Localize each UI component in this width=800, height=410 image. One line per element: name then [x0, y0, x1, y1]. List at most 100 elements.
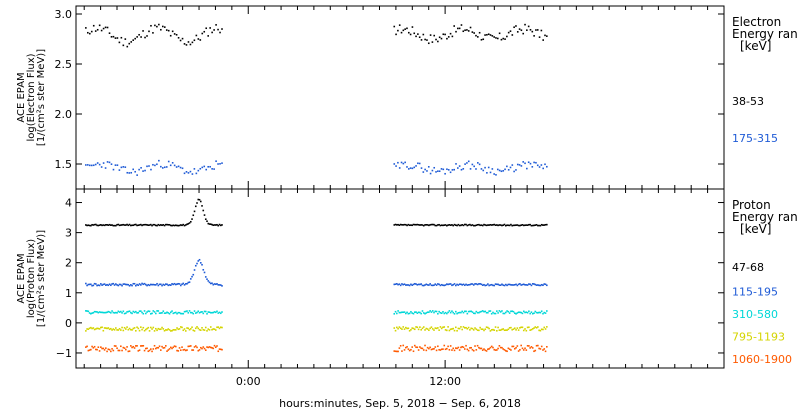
electron-data-point [406, 166, 408, 168]
proton-data-point [422, 284, 425, 287]
electron-data-point [211, 31, 213, 34]
proton-data-point [419, 346, 421, 348]
proton-data-point [506, 284, 508, 287]
proton-data-point [142, 283, 145, 286]
proton-data-point [136, 312, 138, 314]
proton-data-point [539, 284, 542, 287]
electron-legend-item: 38-53 [732, 95, 764, 108]
proton-data-point [169, 311, 172, 314]
proton-data-point [168, 284, 171, 286]
proton-data-point [115, 311, 117, 314]
proton-data-point [176, 327, 178, 329]
proton-data-point [93, 282, 96, 285]
proton-data-point [397, 310, 399, 312]
proton-data-point [530, 346, 533, 348]
proton-ytick-label: 0 [65, 317, 72, 330]
electron-data-point [467, 160, 470, 163]
proton-data-point [204, 276, 207, 278]
proton-data-point [538, 329, 540, 332]
proton-data-point [156, 310, 158, 312]
proton-data-point [159, 349, 162, 351]
proton-data-point [197, 349, 200, 352]
proton-data-point [496, 224, 498, 226]
proton-series-3 [85, 326, 548, 332]
proton-data-point [213, 224, 216, 226]
proton-data-point [98, 311, 101, 313]
proton-data-point [507, 328, 510, 331]
proton-data-point [421, 327, 424, 330]
proton-data-point [416, 223, 419, 226]
proton-data-point [494, 326, 497, 328]
electron-ytick-label: 2.5 [55, 58, 73, 71]
proton-data-point [121, 326, 123, 329]
proton-data-point [169, 284, 172, 286]
electron-data-point [531, 30, 534, 33]
proton-data-point [492, 328, 494, 331]
proton-data-point [428, 284, 430, 286]
proton-data-point [493, 312, 496, 315]
proton-data-point [158, 224, 161, 227]
electron-data-point [195, 172, 198, 175]
proton-data-point [122, 329, 125, 332]
proton-data-point [142, 224, 145, 226]
proton-data-point [113, 329, 116, 331]
proton-data-point [137, 350, 140, 352]
electron-data-point [437, 40, 439, 43]
proton-data-point [461, 345, 464, 348]
proton-data-point [512, 345, 515, 348]
electron-data-point [413, 166, 416, 169]
x-axis-label: hours:minutes, Sep. 5, 2018 − Sep. 6, 20… [279, 397, 521, 410]
electron-data-point [126, 45, 129, 48]
proton-data-point [497, 312, 499, 314]
proton-data-point [145, 328, 147, 331]
electron-data-point [536, 164, 539, 167]
electron-data-point [98, 163, 101, 166]
proton-data-point [490, 224, 493, 226]
proton-data-point [204, 218, 207, 221]
proton-data-point [525, 329, 528, 332]
proton-data-point [422, 312, 425, 314]
proton-data-point [96, 348, 98, 351]
electron-data-point [404, 28, 406, 30]
electron-ylabel-line: [1/(cm²s ster MeV)] [36, 49, 47, 146]
proton-data-point [87, 283, 90, 286]
electron-data-point [504, 168, 506, 171]
proton-data-point [417, 283, 420, 286]
proton-data-point [173, 345, 176, 347]
proton-data-point [458, 349, 461, 351]
electron-data-point [406, 27, 408, 30]
proton-data-point [528, 326, 530, 329]
proton-data-point [86, 224, 88, 227]
proton-data-point [444, 348, 447, 351]
proton-data-point [208, 281, 211, 284]
proton-data-point [489, 330, 492, 332]
proton-data-point [466, 348, 469, 351]
proton-data-point [452, 283, 455, 286]
proton-data-point [115, 283, 117, 285]
proton-data-point [192, 214, 195, 217]
proton-data-point [461, 224, 464, 226]
proton-data-point [93, 345, 96, 348]
electron-ylabel-line: log(Electron Flux) [26, 53, 37, 141]
proton-data-point [469, 310, 471, 313]
proton-data-point [443, 344, 446, 347]
proton-data-point [437, 327, 439, 329]
proton-data-point [120, 310, 122, 313]
proton-data-point [494, 312, 497, 315]
proton-data-point [90, 348, 92, 351]
proton-data-point [517, 350, 520, 352]
proton-data-point [424, 312, 426, 315]
proton-data-point [143, 329, 146, 332]
proton-data-point [410, 348, 412, 351]
proton-data-point [130, 284, 132, 286]
proton-data-point [208, 223, 211, 225]
proton-data-point [502, 224, 505, 226]
proton-data-point [425, 327, 428, 330]
proton-data-point [151, 283, 153, 286]
proton-data-point [508, 224, 511, 227]
electron-data-point [495, 37, 497, 39]
proton-data-point [471, 311, 474, 313]
proton-data-point [191, 349, 193, 351]
proton-data-point [511, 345, 514, 348]
proton-data-point [453, 349, 456, 352]
